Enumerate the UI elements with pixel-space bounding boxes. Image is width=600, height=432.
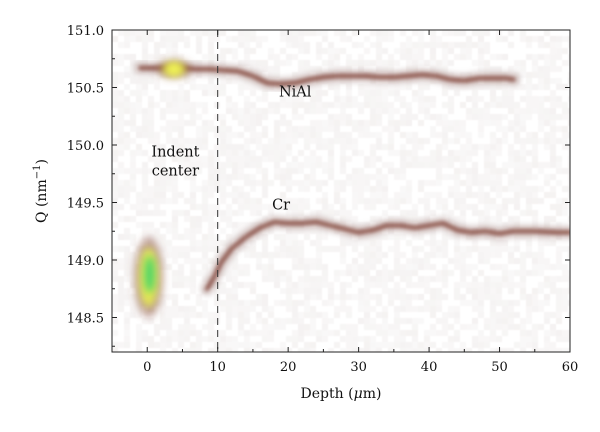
annotation-nial: NiAl: [279, 85, 312, 101]
x-tick-label: 40: [421, 360, 438, 375]
series-layer: [137, 65, 570, 292]
annotations: NiAl Indent center Cr: [151, 85, 311, 214]
y-tick-label: 149.5: [67, 197, 104, 212]
x-tick-label: 30: [350, 360, 367, 375]
y-tick-label: 150.0: [67, 139, 104, 154]
y-tick-label: 148.5: [67, 312, 104, 327]
y-axis-title: Q (nm−1): [32, 159, 50, 223]
y-tick-label: 151.0: [67, 24, 104, 39]
plot-content: [112, 30, 570, 352]
x-tick-label: 20: [280, 360, 297, 375]
series-nial: [137, 65, 517, 87]
plot-frame: [111, 29, 571, 353]
hotspot-indent-low: [133, 236, 164, 318]
hotspot-layer: [133, 59, 193, 318]
y-tick-label: 150.5: [67, 82, 104, 97]
series-cr: [204, 219, 570, 292]
x-tick-label: 60: [562, 360, 579, 375]
background-noise: [112, 30, 570, 352]
x-tick-label: 50: [491, 360, 508, 375]
annotation-cr: Cr: [272, 197, 290, 213]
x-tick-label: 0: [143, 360, 151, 375]
x-tick-label: 10: [209, 360, 226, 375]
hotspot-indent-high: [155, 59, 193, 79]
annotation-indent: Indent center: [151, 145, 199, 180]
x-axis-title: Depth (μm): [301, 386, 382, 402]
y-tick-label: 149.0: [67, 254, 104, 269]
y-axis: 148.5 149.0 149.5 150.0 150.5 151.0: [67, 24, 570, 347]
x-axis: 0 10 20 30 40 50 60: [111, 30, 579, 375]
